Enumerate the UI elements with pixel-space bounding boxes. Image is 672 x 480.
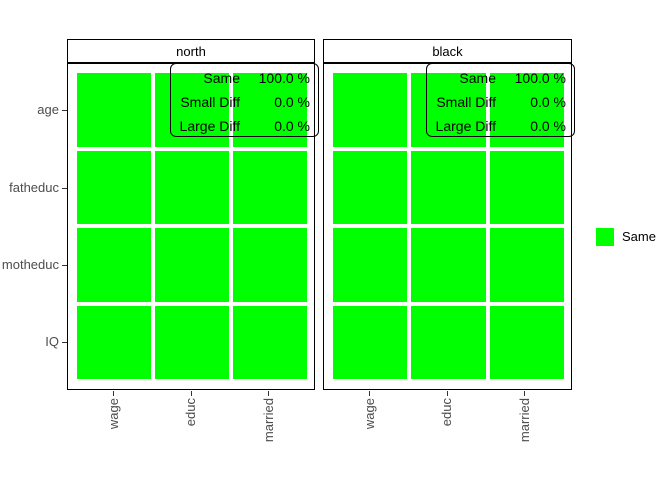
annotation-row: Same 100.0 % xyxy=(171,66,310,90)
heatmap-tile xyxy=(77,150,151,224)
heatmap-tile xyxy=(155,305,229,379)
annotation-row: Large Diff 0.0 % xyxy=(427,114,566,138)
heatmap-tile xyxy=(155,228,229,302)
annotation-label: Large Diff xyxy=(179,118,240,134)
heatmap-tile xyxy=(233,73,307,147)
x-axis-label-educ: educ xyxy=(183,398,198,427)
facet-strip-black: black xyxy=(323,39,572,63)
y-axis-label-iq: IQ xyxy=(45,334,59,349)
annotation-value: 0.0 % xyxy=(530,94,566,110)
heatmap-tile xyxy=(489,150,564,224)
annotation-label: Same xyxy=(203,70,240,86)
annotation-row: Large Diff 0.0 % xyxy=(171,114,310,138)
y-axis-tick xyxy=(62,342,67,343)
x-axis-tick xyxy=(524,391,525,396)
heatmap-tile xyxy=(77,228,151,302)
heatmap-tile xyxy=(333,150,408,224)
x-axis-tick xyxy=(369,391,370,396)
heatmap-tile xyxy=(411,150,486,224)
annotation-row: Small Diff 0.0 % xyxy=(171,90,310,114)
y-axis-tick xyxy=(62,110,67,111)
annotation-value: 100.0 % xyxy=(514,70,566,86)
annotation-value: 100.0 % xyxy=(258,70,310,86)
facet-panel-north: Same 100.0 % Small Diff 0.0 % Large Diff… xyxy=(67,63,319,390)
heatmap-tile xyxy=(233,305,307,379)
annotation-label: Small Diff xyxy=(436,94,496,110)
annotation-value: 0.0 % xyxy=(530,118,566,134)
legend-label-same: Same xyxy=(622,229,656,244)
annotation-label: Small Diff xyxy=(180,94,240,110)
tile-grid xyxy=(68,64,314,389)
heatmap-tile xyxy=(489,305,564,379)
facet-strip-label: black xyxy=(432,43,463,59)
heatmap-tile xyxy=(155,73,229,147)
x-axis-tick xyxy=(191,391,192,396)
y-axis-tick xyxy=(62,265,67,266)
heatmap-tile xyxy=(77,305,151,379)
x-axis-label-wage: wage xyxy=(362,398,377,430)
legend-swatch-same xyxy=(596,228,614,246)
annotation-box: Same 100.0 % Small Diff 0.0 % Large Diff… xyxy=(170,63,319,137)
x-axis-label-wage: wage xyxy=(106,398,121,430)
x-axis-label-married: married xyxy=(261,398,276,443)
y-axis-label-age: age xyxy=(37,102,59,117)
x-axis-tick xyxy=(113,391,114,396)
heatmap-tile xyxy=(233,150,307,224)
x-axis-tick xyxy=(268,391,269,396)
x-axis-label-married: married xyxy=(517,398,532,443)
y-axis-label-fatheduc: fatheduc xyxy=(9,180,59,195)
annotation-value: 0.0 % xyxy=(274,118,310,134)
heatmap-tile xyxy=(333,228,408,302)
heatmap-tile xyxy=(411,228,486,302)
heatmap-tile xyxy=(333,73,408,147)
annotation-row: Small Diff 0.0 % xyxy=(427,90,566,114)
heatmap-tile xyxy=(489,228,564,302)
x-axis-tick xyxy=(447,391,448,396)
tile-grid xyxy=(324,64,571,389)
annotation-label: Same xyxy=(459,70,496,86)
facet-strip-label: north xyxy=(176,43,206,59)
x-axis-label-educ: educ xyxy=(439,398,454,427)
heatmap-tile xyxy=(333,305,408,379)
heatmap-tile xyxy=(489,73,564,147)
annotation-value: 0.0 % xyxy=(274,94,310,110)
heatmap-tile xyxy=(233,228,307,302)
annotation-label: Large Diff xyxy=(435,118,496,134)
facet-strip-north: north xyxy=(67,39,315,63)
heatmap-tile xyxy=(77,73,151,147)
annotation-row: Same 100.0 % xyxy=(427,66,566,90)
annotation-box: Same 100.0 % Small Diff 0.0 % Large Diff… xyxy=(426,63,575,137)
facet-panel-black: Same 100.0 % Small Diff 0.0 % Large Diff… xyxy=(323,63,575,390)
heatmap-tile xyxy=(411,305,486,379)
heatmap-tile xyxy=(411,73,486,147)
heatmap-tile xyxy=(155,150,229,224)
y-axis-label-motheduc: motheduc xyxy=(1,257,59,272)
y-axis-tick xyxy=(62,188,67,189)
